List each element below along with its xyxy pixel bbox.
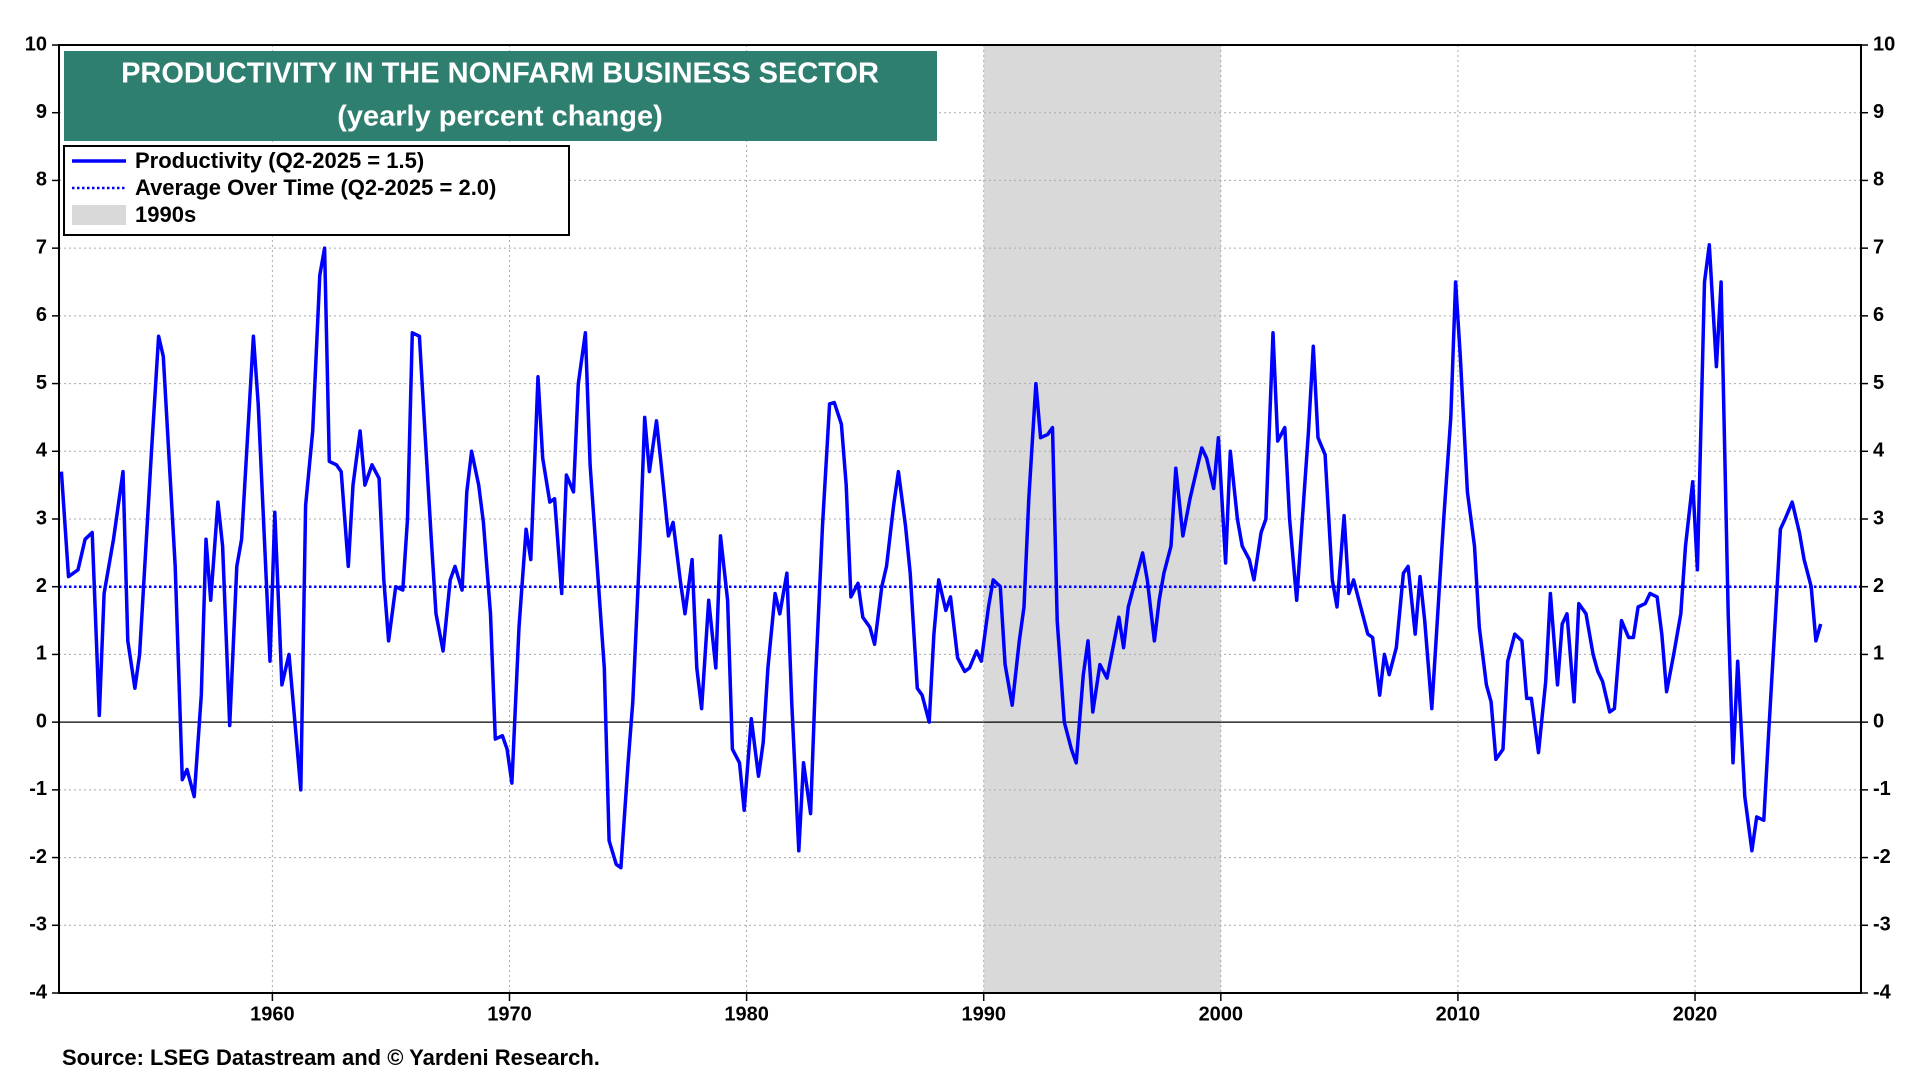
y2-tick-label: -2 [1873,846,1891,868]
y-tick-label: 1 [36,643,47,665]
y-tick-label: 4 [36,440,48,462]
y-tick-label: 3 [36,507,47,529]
x-tick-label: 1970 [487,1003,532,1025]
x-tick-label: 2000 [1199,1003,1244,1025]
y-tick-label: 7 [36,236,47,258]
y-tick-label: 9 [36,101,47,123]
y2-tick-label: 6 [1873,304,1884,326]
y-tick-label: 10 [25,33,47,55]
y-tick-label: -1 [29,778,47,800]
y-tick-label: 0 [36,710,47,732]
y2-tick-label: 7 [1873,236,1884,258]
y2-tick-label: -1 [1873,778,1891,800]
x-tick-label: 2020 [1673,1003,1718,1025]
data-line [59,243,1823,870]
legend-label: Productivity (Q2-2025 = 1.5) [135,148,424,173]
y2-tick-label: 8 [1873,169,1884,191]
x-tick-label: 1990 [961,1003,1006,1025]
title-box [64,51,937,141]
x-tick-label: 1980 [724,1003,769,1025]
chart-subtitle: (yearly percent change) [337,101,663,133]
chart-title: PRODUCTIVITY IN THE NONFARM BUSINESS SEC… [121,58,879,90]
legend-label: Average Over Time (Q2-2025 = 2.0) [135,175,496,200]
y-tick-label: 8 [36,169,47,191]
y2-tick-label: 1 [1873,643,1884,665]
y2-tick-label: 5 [1873,372,1884,394]
y2-tick-label: 9 [1873,101,1884,123]
y2-tick-label: 3 [1873,507,1884,529]
y2-tick-label: 4 [1873,440,1885,462]
legend-label: 1990s [135,202,196,227]
y-tick-label: 2 [36,575,47,597]
legend-swatch [72,205,126,225]
legend-box [63,145,570,236]
y2-tick-label: 2 [1873,575,1884,597]
y-tick-label: -2 [29,846,47,868]
y2-tick-label: -4 [1873,981,1892,1003]
y-tick-label: -3 [29,914,47,936]
y-tick-label: -4 [29,981,48,1003]
x-tick-label: 2010 [1436,1003,1481,1025]
y-tick-label: 6 [36,304,47,326]
plot-area: -4 -4 -3 -3 -2 -2 -1 -1 0 0 1 1 2 2 3 3 4 4 5 5 6 6 7 7 8 8 9 9 10 10… [25,33,1896,1025]
plot-frame [58,44,1862,994]
y2-tick-label: 0 [1873,710,1884,732]
source-note: Source: LSEG Datastream and © Yardeni Re… [62,1045,600,1070]
y2-tick-label: -3 [1873,914,1891,936]
y2-tick-label: 10 [1873,33,1895,55]
y-tick-label: 5 [36,372,47,394]
legend: Productivity (Q2-2025 = 1.5)Average Over… [63,145,570,236]
x-tick-label: 1960 [250,1003,295,1025]
